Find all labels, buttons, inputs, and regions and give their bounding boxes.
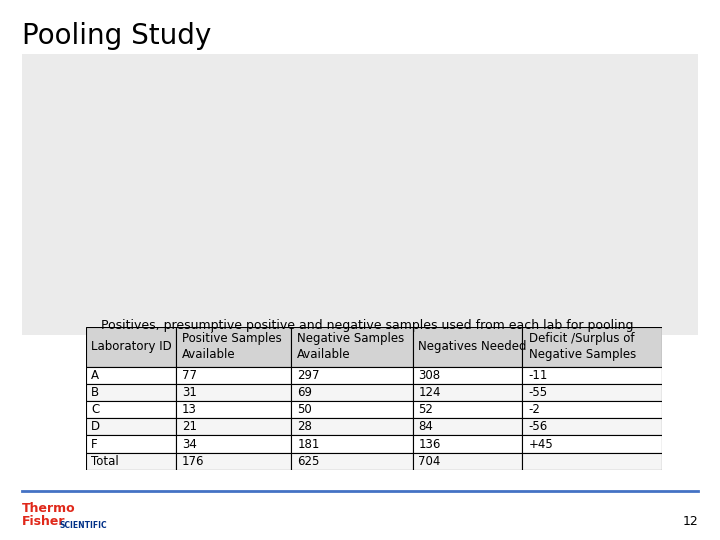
Bar	[413, 401, 521, 418]
Bar	[86, 435, 176, 453]
Text: Total: Total	[91, 455, 119, 468]
Text: 34: 34	[181, 437, 197, 450]
Text: 124: 124	[418, 386, 441, 399]
Text: 704: 704	[418, 455, 441, 468]
Bar	[291, 384, 413, 401]
Bar	[176, 418, 291, 435]
Bar	[176, 367, 291, 384]
Text: -56: -56	[528, 420, 548, 434]
Bar	[86, 384, 176, 401]
Text: -2: -2	[528, 403, 541, 416]
Text: 21: 21	[181, 420, 197, 434]
Text: B: B	[91, 386, 99, 399]
Bar	[176, 401, 291, 418]
Bar	[86, 367, 176, 384]
Bar	[521, 327, 662, 367]
Bar	[176, 453, 291, 470]
Text: Positives, presumptive positive and negative samples used from each lab for pool: Positives, presumptive positive and nega…	[101, 319, 634, 332]
Text: 12: 12	[683, 515, 698, 528]
Bar	[413, 453, 521, 470]
Bar	[521, 418, 662, 435]
Text: Deficit /Surplus of
Negative Samples: Deficit /Surplus of Negative Samples	[528, 332, 636, 361]
Text: 136: 136	[418, 437, 441, 450]
Text: C: C	[91, 403, 99, 416]
Text: 50: 50	[297, 403, 312, 416]
Text: Negatives Needed: Negatives Needed	[418, 340, 527, 353]
Bar	[521, 435, 662, 453]
Text: 181: 181	[297, 437, 320, 450]
Bar	[413, 384, 521, 401]
Text: 625: 625	[297, 455, 320, 468]
Text: A: A	[91, 369, 99, 382]
Bar	[413, 367, 521, 384]
Bar	[521, 367, 662, 384]
Text: Laboratory ID: Laboratory ID	[91, 340, 171, 353]
Text: -55: -55	[528, 386, 548, 399]
Bar	[413, 327, 521, 367]
Text: +45: +45	[528, 437, 554, 450]
Text: 69: 69	[297, 386, 312, 399]
Text: 297: 297	[297, 369, 320, 382]
Text: Positive Samples
Available: Positive Samples Available	[181, 332, 282, 361]
Bar	[176, 384, 291, 401]
Text: D: D	[91, 420, 100, 434]
Bar	[521, 384, 662, 401]
Text: 28: 28	[297, 420, 312, 434]
Bar	[176, 435, 291, 453]
Text: -11: -11	[528, 369, 548, 382]
Text: Negative Samples
Available: Negative Samples Available	[297, 332, 405, 361]
Bar	[86, 418, 176, 435]
Text: 176: 176	[181, 455, 204, 468]
Text: 31: 31	[181, 386, 197, 399]
Text: F: F	[91, 437, 97, 450]
Bar	[291, 327, 413, 367]
Text: 84: 84	[418, 420, 433, 434]
Bar	[413, 435, 521, 453]
Bar	[176, 327, 291, 367]
Text: 13: 13	[181, 403, 197, 416]
Bar	[291, 367, 413, 384]
Bar	[291, 418, 413, 435]
Bar	[291, 401, 413, 418]
Bar	[86, 401, 176, 418]
Bar	[521, 401, 662, 418]
Text: Fisher: Fisher	[22, 515, 65, 528]
Bar	[86, 453, 176, 470]
Text: 77: 77	[181, 369, 197, 382]
Text: Thermo: Thermo	[22, 502, 75, 515]
Bar	[413, 418, 521, 435]
Bar	[291, 453, 413, 470]
Text: SCIENTIFIC: SCIENTIFIC	[59, 522, 107, 530]
Text: 308: 308	[418, 369, 441, 382]
Text: Pooling Study: Pooling Study	[22, 22, 211, 50]
Text: 52: 52	[418, 403, 433, 416]
Bar	[86, 327, 176, 367]
Bar	[521, 453, 662, 470]
Bar	[291, 435, 413, 453]
